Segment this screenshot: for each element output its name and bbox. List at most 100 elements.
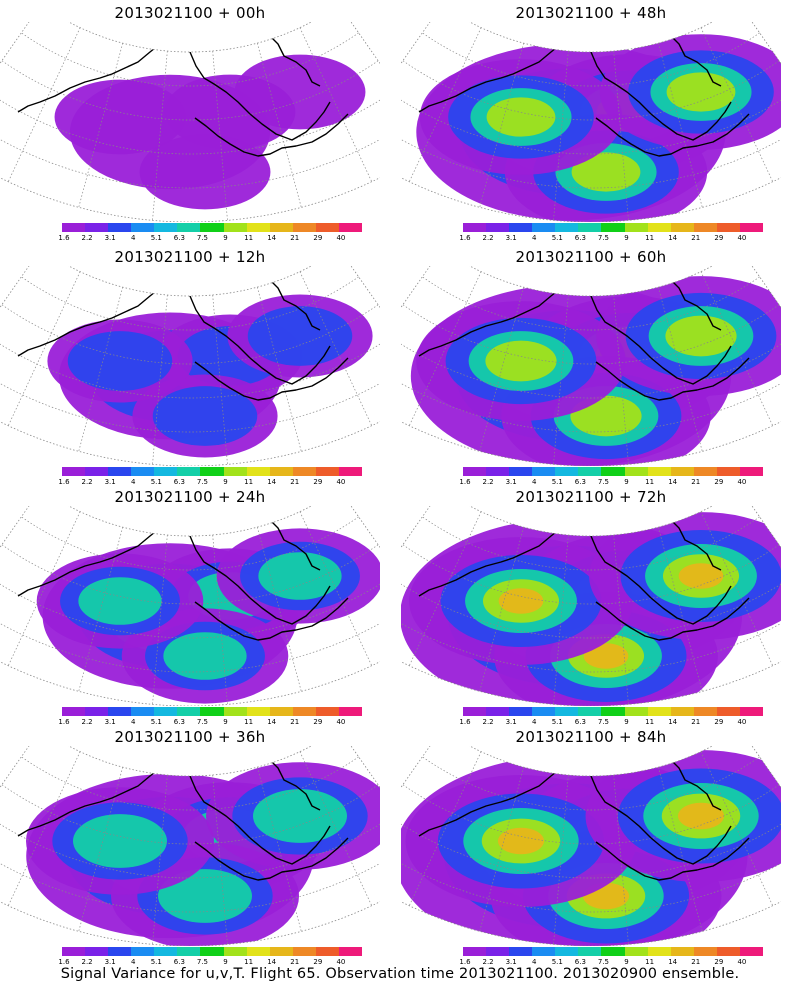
longitude-line <box>408 27 482 182</box>
variance-contour <box>497 827 545 855</box>
colorbar-label: 1.6 <box>459 718 471 726</box>
longitude-line <box>613 294 629 465</box>
colorbar-label: 2.2 <box>482 718 494 726</box>
colorbar-label: 14 <box>267 234 277 242</box>
colorbar-swatch <box>578 947 602 956</box>
colorbar-swatch <box>716 707 740 716</box>
colorbar-swatch <box>338 223 363 232</box>
colorbar-label: 4 <box>531 478 537 486</box>
colorbar-label: 5.1 <box>150 958 162 966</box>
longitude-line <box>212 774 228 945</box>
colorbar-swatch <box>463 467 487 476</box>
latitude-line <box>401 116 781 189</box>
longitude-line <box>408 751 482 906</box>
colorbar-label: 1.6 <box>58 234 70 242</box>
colorbar-labels: 1.6 2.2 3.1 4 5.1 6.3 7.5 9 11 14 21 29 40 <box>459 478 763 488</box>
colorbar-swatch <box>486 707 510 716</box>
colorbar-label: 5.1 <box>551 958 563 966</box>
colorbar-label: 21 <box>691 478 701 486</box>
colorbar-swatch <box>601 467 625 476</box>
variance-contour <box>247 306 353 366</box>
variance-contour <box>677 802 725 830</box>
colorbar <box>62 707 363 716</box>
latitude-line <box>0 116 380 189</box>
map-border <box>401 506 781 706</box>
colorbar-label: 40 <box>737 718 747 726</box>
colorbar-label: 11 <box>244 958 254 966</box>
colorbar-label: 11 <box>645 478 655 486</box>
longitude-line <box>7 511 81 666</box>
colorbar-label: 4 <box>130 718 136 726</box>
colorbar-swatch <box>739 223 764 232</box>
colorbar-label: 14 <box>668 234 678 242</box>
coastline <box>194 597 349 641</box>
colorbar-label: 1.6 <box>58 478 70 486</box>
colorbar-swatch <box>647 707 671 716</box>
map-border <box>0 266 380 466</box>
colorbar-label: 29 <box>313 718 323 726</box>
colorbar-swatch <box>624 223 648 232</box>
variance-contour <box>234 54 366 130</box>
coastline <box>194 357 349 401</box>
longitude-line <box>479 43 525 208</box>
colorbar-label: 21 <box>691 234 701 242</box>
colorbar-swatch <box>269 707 293 716</box>
colorbar-swatch <box>338 947 363 956</box>
longitude-line <box>408 511 482 666</box>
colorbar-label: 21 <box>290 234 300 242</box>
colorbar-swatch <box>693 223 717 232</box>
coastline <box>194 113 349 157</box>
longitude-line <box>256 43 302 208</box>
longitude-line <box>657 43 703 208</box>
colorbar-label: 5.1 <box>150 718 162 726</box>
variance-contour <box>54 79 186 155</box>
coastline <box>595 113 750 157</box>
colorbar-label: 4 <box>130 234 136 242</box>
latitude-line <box>1 544 379 605</box>
latitude-line <box>401 360 781 433</box>
map-panel: 2013021100 + 72h 1.6 2.2 3.1 4 5.1 6.3 7.5 9 11 14… <box>401 484 781 726</box>
latitude-line <box>401 600 781 673</box>
polar-map <box>401 506 781 706</box>
colorbar-swatch <box>154 223 178 232</box>
colorbar-label: 4 <box>531 234 537 242</box>
longitude-line <box>479 527 525 692</box>
colorbar-swatch <box>509 707 533 716</box>
variance-contour <box>67 331 173 391</box>
longitude-line <box>479 767 525 932</box>
colorbar-swatch <box>131 467 155 476</box>
colorbar-label: 3.1 <box>104 958 116 966</box>
colorbar-swatch <box>269 467 293 476</box>
colorbar-labels: 1.6 2.2 3.1 4 5.1 6.3 7.5 9 11 14 21 29 40 <box>58 478 362 488</box>
colorbar-label: 9 <box>624 958 629 966</box>
colorbar-swatch <box>223 223 247 232</box>
latitude-line <box>21 516 359 571</box>
colorbar <box>62 223 363 232</box>
colorbar-label: 6.3 <box>574 234 586 242</box>
colorbar-label: 1.6 <box>459 478 471 486</box>
colorbar-label: 7.5 <box>597 718 610 726</box>
longitude-line <box>408 271 482 426</box>
variance-contour <box>498 588 544 614</box>
colorbar-swatch <box>177 707 201 716</box>
colorbar-swatch <box>108 223 132 232</box>
colorbar <box>463 947 764 956</box>
colorbar-swatch <box>601 947 625 956</box>
variance-contour <box>157 869 253 923</box>
colorbar-label: 4 <box>531 718 537 726</box>
colorbar-swatch <box>246 947 270 956</box>
colorbar-swatch <box>532 947 556 956</box>
colorbar-label: 3.1 <box>505 958 517 966</box>
colorbar-swatch <box>670 707 694 716</box>
colorbar-label: 6.3 <box>574 478 586 486</box>
colorbar-label: 4 <box>130 958 136 966</box>
colorbar-label: 3.1 <box>505 234 517 242</box>
map-border <box>401 22 781 222</box>
variance-contour <box>571 152 641 192</box>
colorbar-labels: 1.6 2.2 3.1 4 5.1 6.3 7.5 9 11 14 21 29 40 <box>58 234 362 244</box>
longitude-line <box>613 534 629 705</box>
colorbar-label: 9 <box>624 234 629 242</box>
polar-map <box>0 266 380 466</box>
colorbar-swatch <box>292 947 316 956</box>
polar-map <box>401 22 781 222</box>
